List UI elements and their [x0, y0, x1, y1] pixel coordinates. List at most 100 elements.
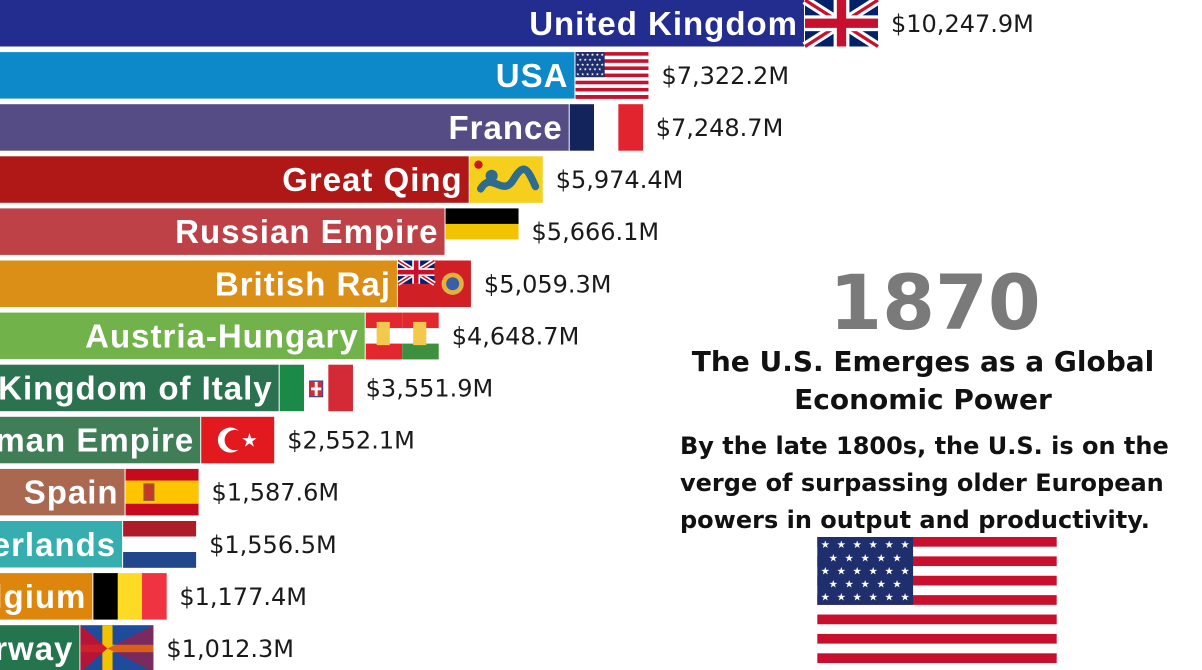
- bar-label: Austria-Hungary: [85, 317, 359, 354]
- svg-text:★: ★: [591, 62, 595, 67]
- svg-text:★: ★: [579, 57, 583, 62]
- bar: [0, 0, 804, 47]
- svg-text:★: ★: [598, 57, 602, 62]
- svg-text:★: ★: [868, 591, 877, 603]
- spain-flag-icon: [125, 468, 199, 516]
- bar-label: British Raj: [215, 265, 391, 302]
- svg-text:★: ★: [884, 591, 893, 603]
- svg-text:★: ★: [588, 57, 592, 62]
- svg-text:★: ★: [591, 72, 595, 77]
- svg-text:★: ★: [596, 52, 600, 57]
- svg-text:★: ★: [853, 539, 862, 551]
- bar-label: Russian Empire: [175, 213, 438, 250]
- value-label: $2,552.1M: [287, 427, 415, 455]
- svg-text:★: ★: [581, 72, 585, 77]
- bar: [0, 52, 575, 99]
- ottoman-flag-icon: ★: [201, 416, 275, 464]
- svg-text:★: ★: [821, 591, 830, 603]
- bar-label: United Kingdom: [529, 5, 798, 42]
- description: By the late 1800s, the U.S. is on the ve…: [680, 432, 1169, 534]
- value-label: $5,059.3M: [484, 270, 612, 298]
- svg-text:★: ★: [861, 578, 870, 590]
- value-label: $1,177.4M: [179, 583, 307, 611]
- svg-text:★: ★: [845, 578, 854, 590]
- svg-text:★: ★: [586, 52, 590, 57]
- value-label: $3,551.9M: [366, 374, 494, 402]
- value-label: $4,648.7M: [452, 322, 580, 350]
- svg-text:★: ★: [601, 72, 605, 77]
- bar: [0, 364, 279, 412]
- bar: [0, 625, 80, 670]
- usa-flag-icon: ★ ★ ★ ★ ★ ★★ ★ ★ ★ ★★ ★ ★ ★ ★ ★★ ★ ★ ★ ★★ ★ ★ ★ ★ ★: [575, 52, 649, 99]
- svg-text:★: ★: [583, 67, 587, 72]
- bar: [0, 104, 569, 151]
- bar-label: Great Qing: [282, 161, 463, 198]
- svg-text:★: ★: [593, 67, 597, 72]
- bar: [0, 521, 123, 568]
- bar-label: Kingdom of Italy: [0, 369, 273, 406]
- svg-text:★: ★: [601, 62, 605, 67]
- svg-text:★: ★: [845, 552, 854, 564]
- uk-flag-icon: [802, 0, 881, 51]
- headline: The U.S. Emerges as a Global Economic Po…: [691, 345, 1155, 416]
- sweden-norway-flag-icon: [80, 625, 154, 670]
- svg-text:★: ★: [821, 539, 830, 551]
- austria-hungary-flag-icon: [365, 312, 439, 360]
- value-label: $10,247.9M: [891, 10, 1034, 38]
- svg-text:★: ★: [837, 565, 846, 577]
- svg-text:★: ★: [876, 578, 885, 590]
- value-label: $1,556.5M: [209, 531, 337, 559]
- qing-flag-icon: [469, 156, 543, 203]
- british-raj-flag-icon: [396, 258, 471, 307]
- bar-label: Spain: [24, 474, 119, 511]
- value-label: $5,974.4M: [556, 166, 684, 194]
- svg-text:★: ★: [853, 591, 862, 603]
- svg-text:★: ★: [892, 578, 901, 590]
- svg-text:★: ★: [576, 72, 580, 77]
- svg-text:★: ★: [586, 72, 590, 77]
- svg-text:★: ★: [829, 578, 838, 590]
- svg-text:★: ★: [586, 62, 590, 67]
- bar: [0, 573, 93, 620]
- svg-text:★: ★: [876, 552, 885, 564]
- svg-text:★: ★: [576, 62, 580, 67]
- usa-flag-icon: ★ ★ ★ ★ ★ ★★ ★ ★ ★ ★★ ★ ★ ★ ★ ★★ ★ ★ ★ ★★ ★ ★ ★ ★ ★: [817, 537, 1057, 663]
- svg-text:★: ★: [581, 62, 585, 67]
- svg-text:★: ★: [588, 67, 592, 72]
- bar: [0, 156, 469, 203]
- svg-text:★: ★: [892, 552, 901, 564]
- svg-text:★: ★: [837, 591, 846, 603]
- svg-text:★: ★: [596, 62, 600, 67]
- svg-text:★: ★: [593, 57, 597, 62]
- bar: [0, 312, 365, 360]
- svg-text:★: ★: [598, 67, 602, 72]
- bar-label: Sweden-Norway: [0, 630, 73, 667]
- year-label: 1870: [829, 258, 1041, 347]
- svg-text:★: ★: [821, 565, 830, 577]
- svg-text:★: ★: [601, 52, 605, 57]
- svg-text:★: ★: [868, 565, 877, 577]
- bar: [0, 208, 445, 255]
- netherlands-flag-icon: [123, 521, 197, 568]
- svg-text:★: ★: [581, 52, 585, 57]
- value-label: $7,322.2M: [661, 62, 789, 90]
- bar: [0, 260, 397, 307]
- belgium-flag-icon: [93, 573, 167, 620]
- bar-label: Belgium: [0, 578, 86, 615]
- bar: [0, 416, 201, 464]
- bar-label: Ottoman Empire: [0, 422, 194, 459]
- svg-text:★: ★: [591, 52, 595, 57]
- value-label: $1,012.3M: [166, 635, 294, 663]
- france-flag-icon: [569, 104, 643, 151]
- value-label: $1,587.6M: [212, 479, 340, 507]
- italy-flag-icon: [279, 364, 353, 412]
- bar-label: France: [448, 109, 562, 146]
- svg-text:★: ★: [861, 552, 870, 564]
- svg-text:★: ★: [884, 565, 893, 577]
- svg-text:★: ★: [583, 57, 587, 62]
- value-label: $7,248.7M: [656, 114, 784, 142]
- svg-text:★: ★: [868, 539, 877, 551]
- svg-text:★: ★: [596, 72, 600, 77]
- svg-text:★: ★: [829, 552, 838, 564]
